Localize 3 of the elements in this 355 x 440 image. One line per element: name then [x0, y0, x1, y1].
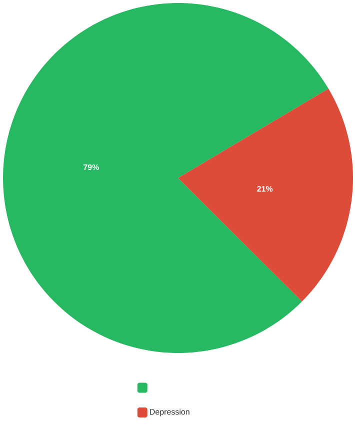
data-label: 79% — [84, 164, 99, 170]
data-label: 21% — [257, 186, 273, 192]
legend-label: Depression — [150, 408, 190, 416]
